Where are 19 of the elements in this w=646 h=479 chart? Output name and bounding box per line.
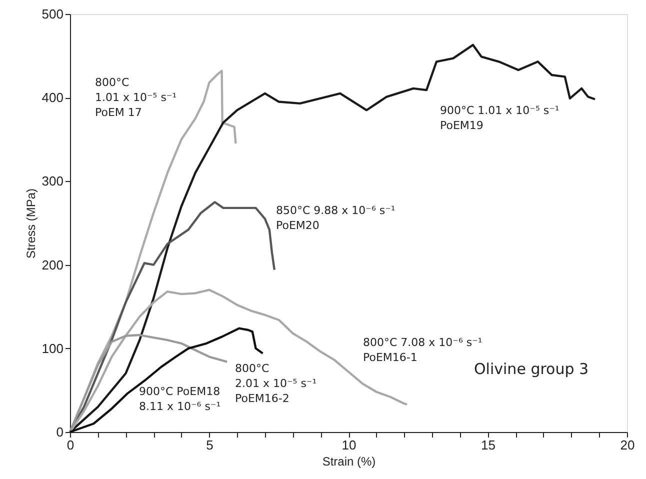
x-axis-title: Strain (%) — [322, 454, 376, 468]
x-tick-label: 20 — [620, 438, 635, 452]
annotation: 800°C 1.01 x 10⁻⁵ s⁻¹ PoEM 17 — [95, 76, 177, 119]
y-tick-label: 200 — [42, 257, 64, 272]
y-tick-label: 500 — [42, 6, 64, 22]
y-tick-label: 0 — [56, 424, 64, 440]
x-tick-label: 15 — [481, 438, 496, 452]
y-axis-title: Stress (MPa) — [24, 188, 38, 259]
annotation: 900°C 1.01 x 10⁻⁵ s⁻¹ PoEM19 — [440, 104, 560, 132]
x-tick-label: 0 — [66, 438, 74, 452]
y-tick-label: 300 — [42, 174, 64, 189]
y-tick-label: 400 — [42, 90, 64, 106]
annotation: 900°C PoEM18 8.11 x 10⁻⁶ s⁻¹ — [139, 385, 221, 413]
y-tick-label: 100 — [42, 340, 64, 356]
line-series — [68, 334, 228, 434]
annotation: 850°C 9.88 x 10⁻⁶ s⁻¹ PoEM20 — [276, 204, 396, 232]
x-tick-label: 5 — [206, 438, 214, 452]
annotation: 800°C 2.01 x 10⁻⁵ s⁻¹ PoEM16-2 — [235, 362, 317, 405]
x-tick-label: 10 — [342, 438, 356, 452]
